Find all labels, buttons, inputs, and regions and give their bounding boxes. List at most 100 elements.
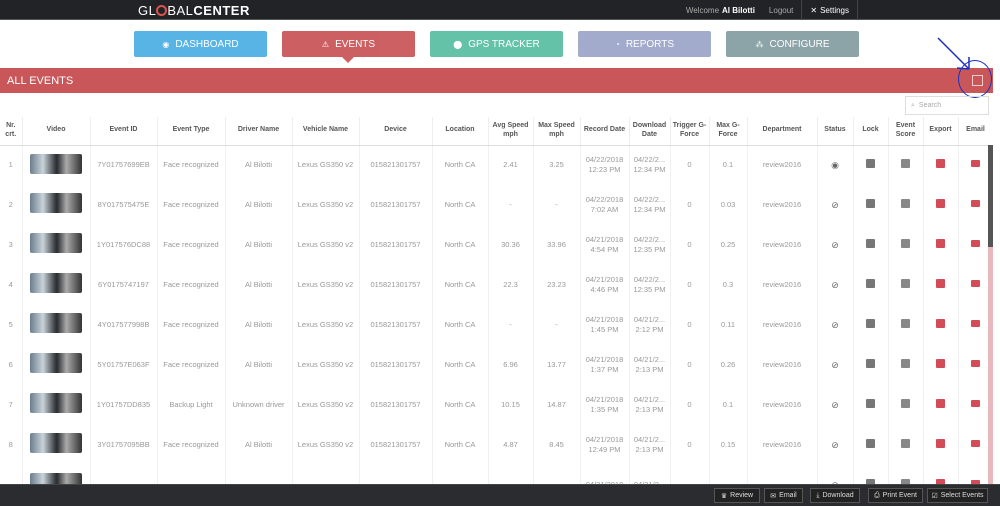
video-thumbnail[interactable]	[30, 473, 82, 484]
column-header[interactable]: Nr. crt.	[0, 117, 23, 146]
score-icon[interactable]	[901, 398, 910, 408]
nav-dashboard[interactable]: ◉ DASHBOARD	[134, 31, 267, 57]
cell-max: 13.77	[533, 345, 581, 385]
pdf-export-icon[interactable]	[936, 478, 945, 484]
review-button[interactable]: ♛ Review	[714, 488, 760, 503]
nav-gps-tracker[interactable]: ⬤ GPS TRACKER	[430, 31, 563, 57]
table-row[interactable]: 4 6Y0175747197 Face recognized Al Bilotti Le…	[0, 265, 988, 305]
print-event-button[interactable]: ⎙ Print Event	[868, 488, 923, 503]
lock-icon[interactable]	[866, 478, 875, 484]
score-icon[interactable]	[901, 318, 910, 328]
column-header[interactable]: Department	[747, 117, 818, 146]
column-header[interactable]: Lock	[853, 117, 889, 146]
settings-link[interactable]: ✕ Settings	[801, 0, 858, 20]
video-thumbnail[interactable]	[30, 153, 82, 174]
lock-icon[interactable]	[866, 238, 875, 248]
column-header[interactable]: Location	[432, 117, 489, 146]
eye-icon[interactable]: ◉	[831, 160, 839, 171]
envelope-icon[interactable]	[971, 479, 980, 484]
select-events-button[interactable]: ☑ Select Events	[927, 488, 988, 503]
table-row[interactable]: 5 4Y017577998B Face recognized Al Bilotti Le…	[0, 305, 988, 345]
column-header[interactable]: Record Date	[580, 117, 630, 146]
eye-slash-icon[interactable]: ⊘	[831, 239, 839, 250]
column-header[interactable]: Max G-Force	[709, 117, 748, 146]
score-icon[interactable]	[901, 159, 910, 169]
eye-slash-icon[interactable]: ⊘	[831, 279, 839, 290]
lock-icon[interactable]	[866, 398, 875, 408]
pdf-export-icon[interactable]	[936, 398, 945, 408]
pdf-export-icon[interactable]	[936, 438, 945, 448]
pdf-export-icon[interactable]	[936, 318, 945, 328]
score-icon[interactable]	[901, 278, 910, 288]
envelope-icon[interactable]	[971, 319, 980, 327]
column-header[interactable]: Vehicle Name	[292, 117, 360, 146]
lock-icon[interactable]	[866, 159, 875, 169]
pdf-export-icon[interactable]	[936, 358, 945, 368]
pdf-export-icon[interactable]	[936, 159, 945, 169]
eye-slash-icon[interactable]: ⊘	[831, 439, 839, 450]
envelope-icon[interactable]	[971, 359, 980, 367]
search-input[interactable]: ⌕ Search	[905, 96, 989, 115]
column-header[interactable]: Video	[22, 117, 91, 146]
column-header[interactable]: Export	[923, 117, 959, 146]
envelope-icon[interactable]	[971, 399, 980, 407]
video-thumbnail[interactable]	[30, 433, 82, 454]
video-thumbnail[interactable]	[30, 313, 82, 334]
nav-events[interactable]: ⚠ EVENTS	[282, 31, 415, 63]
envelope-icon[interactable]	[971, 160, 980, 168]
lock-icon[interactable]	[866, 358, 875, 368]
table-row[interactable]: 3 1Y017576DC88 Face recognized Al Bilotti Le…	[0, 225, 988, 265]
email-button[interactable]: ✉ Email	[764, 488, 803, 503]
score-icon[interactable]	[901, 358, 910, 368]
envelope-icon[interactable]	[971, 439, 980, 447]
column-header[interactable]: Email	[958, 117, 988, 146]
logo[interactable]: GL BALCENTER	[138, 3, 250, 18]
lock-icon[interactable]	[866, 318, 875, 328]
download-button[interactable]: ⤓ Download	[810, 488, 860, 503]
table-row[interactable]: 8 3Y01757095BB Face recognized Al Bilotti Le…	[0, 425, 988, 465]
table-row[interactable]: 2 8Y017575475E Face recognized Al Bilotti Le…	[0, 185, 988, 225]
video-thumbnail[interactable]	[30, 353, 82, 374]
lock-icon[interactable]	[866, 198, 875, 208]
column-header[interactable]: Max Speed mph	[533, 117, 581, 146]
video-thumbnail[interactable]	[30, 393, 82, 414]
column-header[interactable]: Event Score	[888, 117, 924, 146]
column-header[interactable]: Avg Speed mph	[488, 117, 534, 146]
column-header[interactable]: Device	[359, 117, 433, 146]
column-header[interactable]: Trigger G-Force	[670, 117, 710, 146]
lock-icon[interactable]	[866, 278, 875, 288]
envelope-icon[interactable]	[971, 199, 980, 207]
eye-slash-icon[interactable]: ⊘	[831, 399, 839, 410]
column-header[interactable]: Event Type	[157, 117, 226, 146]
pdf-export-icon[interactable]	[936, 198, 945, 208]
envelope-icon[interactable]	[971, 239, 980, 247]
score-icon[interactable]	[901, 198, 910, 208]
table-row[interactable]: 04/21/2018 04/21/2... ⊘	[0, 465, 988, 484]
column-header[interactable]: Status	[817, 117, 854, 146]
column-header[interactable]: Event ID	[90, 117, 158, 146]
pdf-export-icon[interactable]	[936, 238, 945, 248]
video-thumbnail[interactable]	[30, 193, 82, 214]
column-header[interactable]: Download Date	[629, 117, 671, 146]
eye-slash-icon[interactable]: ⊘	[831, 359, 839, 370]
pdf-export-icon[interactable]	[936, 278, 945, 288]
table-row[interactable]: 1 7Y01757699EB Face recognized Al Bilotti Le…	[0, 145, 988, 185]
logout-link[interactable]: Logout	[768, 5, 794, 15]
column-header[interactable]: Driver Name	[225, 117, 293, 146]
table-row[interactable]: 6 5Y01757E063F Face recognized Al Bilotti Le…	[0, 345, 988, 385]
eye-slash-icon[interactable]: ⊘	[831, 199, 839, 210]
score-icon[interactable]	[901, 438, 910, 448]
video-thumbnail[interactable]	[30, 233, 82, 254]
eye-slash-icon[interactable]: ⊘	[831, 480, 839, 484]
table-scrollbar-thumb[interactable]	[988, 145, 993, 247]
table-scrollbar[interactable]	[988, 145, 993, 484]
nav-reports[interactable]: ◔ REPORTS	[578, 31, 711, 57]
score-icon[interactable]	[901, 478, 910, 484]
nav-configure[interactable]: ⁂ CONFIGURE	[726, 31, 859, 57]
video-thumbnail[interactable]	[30, 273, 82, 294]
score-icon[interactable]	[901, 238, 910, 248]
lock-icon[interactable]	[866, 438, 875, 448]
eye-slash-icon[interactable]: ⊘	[831, 319, 839, 330]
table-row[interactable]: 7 1Y01757DD835 Backup Light Unknown driver L…	[0, 385, 988, 425]
envelope-icon[interactable]	[971, 279, 980, 287]
